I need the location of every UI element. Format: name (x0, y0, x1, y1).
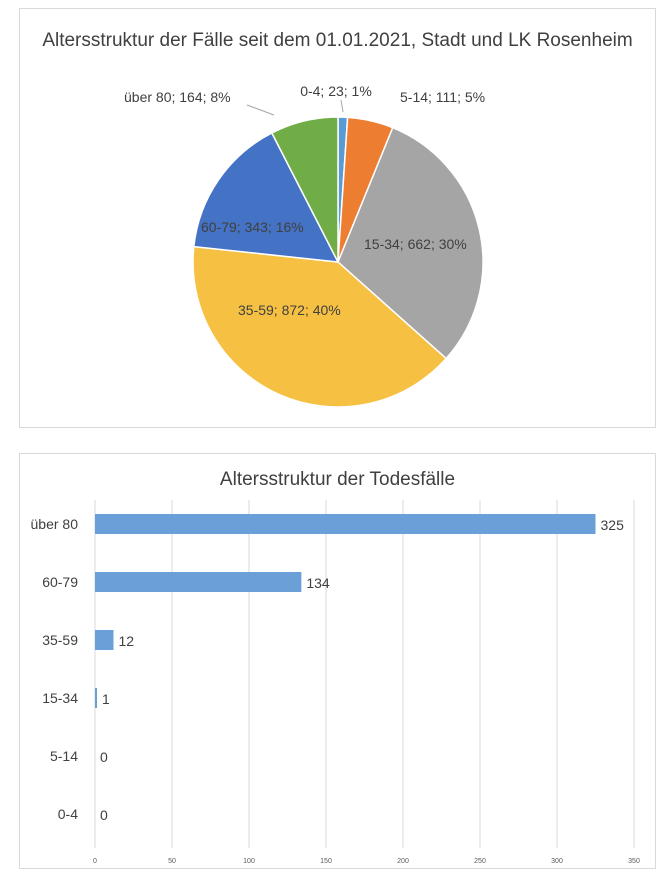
x-tick-label: 200 (397, 858, 409, 865)
pie-data-label: 15-34; 662; 30% (364, 236, 467, 252)
pie-slice-60-79 (192, 131, 340, 263)
bar-value-label: 0 (100, 749, 108, 765)
category-label: 5-14 (50, 748, 78, 764)
bar-über-80 (95, 514, 596, 534)
x-tick-label: 350 (628, 858, 640, 865)
pie-leader-line (340, 99, 344, 113)
x-tick-label: 100 (243, 858, 255, 865)
x-tick-label: 250 (474, 858, 486, 865)
category-label: 0-4 (58, 806, 78, 822)
category-label: 35-59 (42, 632, 78, 648)
pie-leader-line (246, 104, 275, 116)
pie-slice-15-34 (337, 126, 484, 360)
x-tick-label: 300 (551, 858, 563, 865)
bar-15-34 (95, 688, 97, 708)
pie-slice-über-80 (270, 116, 339, 263)
pie-chart-panel: Altersstruktur der Fälle seit dem 01.01.… (19, 8, 656, 428)
bar-60-79 (95, 572, 302, 592)
bar-value-label: 134 (306, 575, 330, 591)
pie-data-label: 60-79; 343; 16% (201, 219, 304, 235)
category-label: 60-79 (42, 574, 78, 590)
x-tick-label: 50 (168, 858, 176, 865)
bar-chart-panel: Altersstruktur der Todesfälle 0 50 100 150 2… (19, 453, 656, 869)
pie-data-label: 0-4; 23; 1% (300, 83, 372, 99)
bar-value-label: 325 (601, 517, 625, 533)
pie-slice-35-59 (192, 245, 448, 408)
bar-value-label: 0 (100, 807, 108, 823)
bar-value-label: 1 (102, 691, 110, 707)
x-tick-label: 0 (93, 858, 97, 865)
pie-data-label: 35-59; 872; 40% (238, 302, 341, 318)
x-tick-label: 150 (320, 858, 332, 865)
pie-data-label: 5-14; 111; 5% (400, 89, 485, 105)
bar-value-label: 12 (118, 633, 134, 649)
bar-chart-title: Altersstruktur der Todesfälle (219, 469, 456, 490)
pie-chart-title: Altersstruktur der Fälle seit dem 01.01.… (42, 30, 633, 51)
category-label: 15-34 (42, 690, 78, 706)
pie-chart: 0-4; 23; 1% 5-14; 111; 5% 15-34; 662; 30% 3… (124, 83, 485, 408)
pie-data-label: über 80; 164; 8% (124, 89, 231, 105)
bar-35-59 (95, 630, 114, 650)
category-label: über 80 (31, 516, 79, 532)
